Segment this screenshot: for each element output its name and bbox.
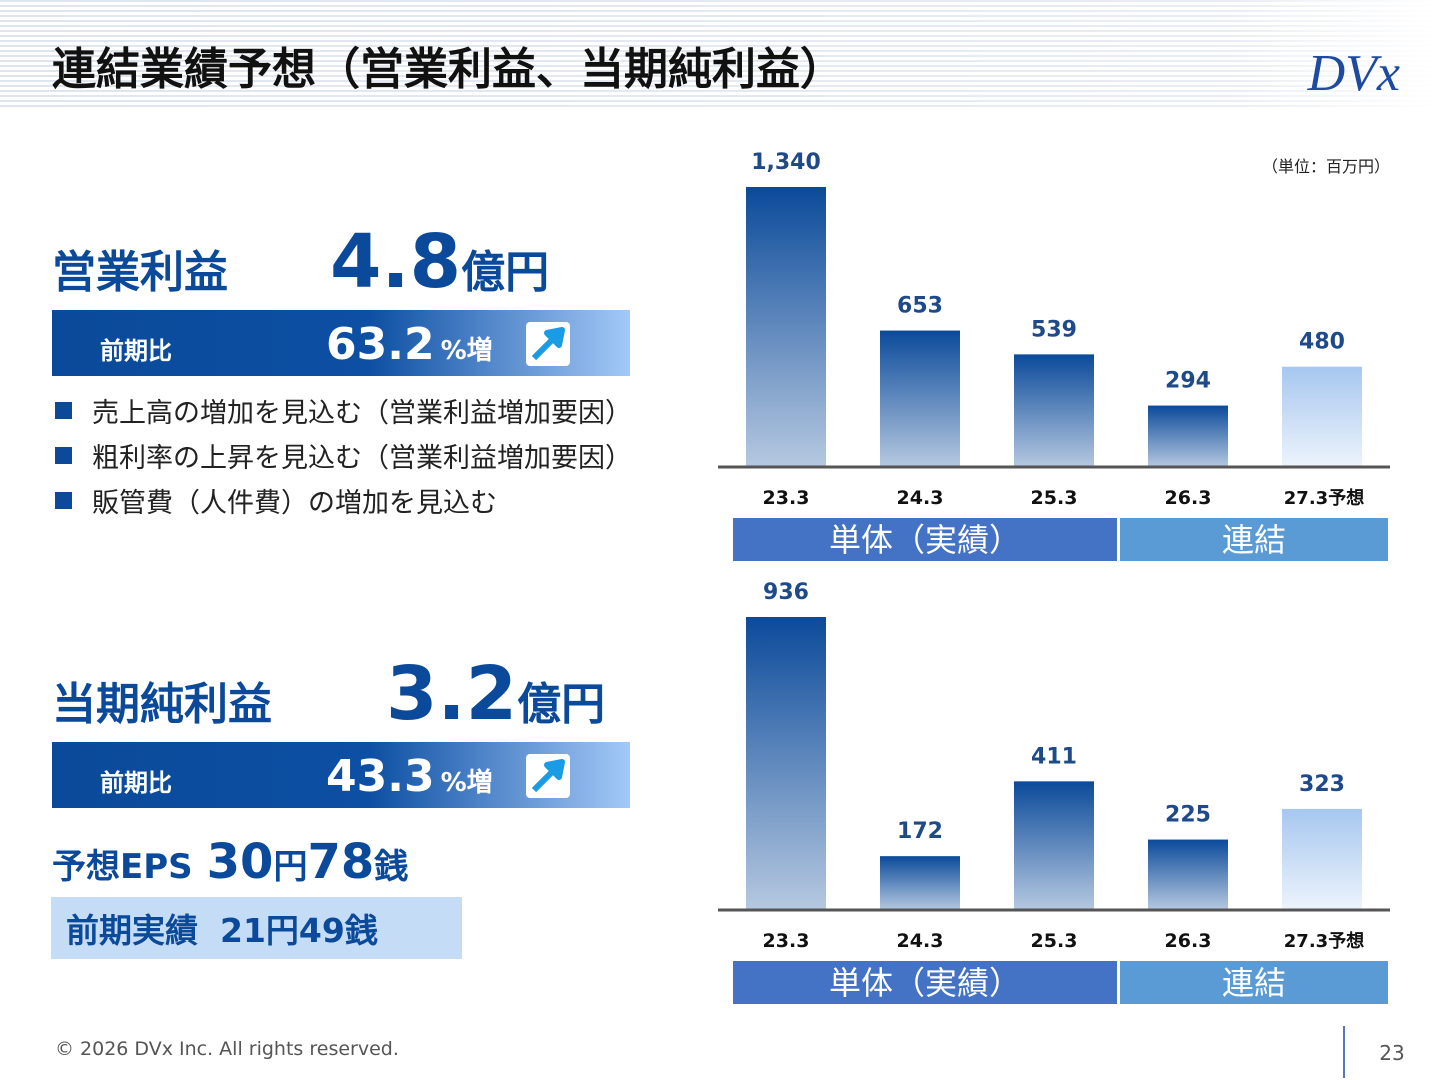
data-label: 480: [1299, 330, 1345, 355]
bar: [1014, 354, 1094, 467]
bar: [1282, 366, 1362, 467]
ni-headline: 当期純利益 3.2億円: [52, 651, 605, 737]
data-label: 936: [763, 580, 809, 605]
bullet-text: 売上高の増加を見込む（営業利益増加要因）: [92, 398, 632, 429]
bar: [880, 856, 960, 910]
data-label: 323: [1299, 772, 1345, 797]
bullet-list: 売上高の増加を見込む（営業利益増加要因） 粗利率の上昇を見込む（営業利益増加要因）…: [55, 398, 632, 519]
bar: [1148, 839, 1228, 910]
bullet-text: 販管費（人件費）の増加を見込む: [92, 488, 497, 519]
group-label: 単体（実績）: [829, 521, 1021, 559]
bullet-text: 粗利率の上昇を見込む（営業利益増加要因）: [92, 443, 632, 474]
page-number: 23: [1379, 1041, 1404, 1065]
up-arrow-icon: [526, 754, 570, 798]
bar: [746, 617, 826, 910]
group-band: [733, 518, 1117, 561]
data-label: 411: [1031, 744, 1077, 769]
x-tick-label: 24.3: [897, 487, 944, 509]
x-tick-label: 23.3: [763, 930, 810, 952]
x-tick-label: 25.3: [1031, 487, 1078, 509]
bar: [1148, 405, 1228, 467]
group-band: [1120, 961, 1388, 1004]
data-label: 1,340: [751, 150, 821, 175]
x-tick-label: 24.3: [897, 930, 944, 952]
bar: [746, 187, 826, 467]
x-tick-label: 26.3: [1165, 487, 1212, 509]
bar: [880, 330, 960, 467]
copyright: © 2026 DVx Inc. All rights reserved.: [55, 1038, 399, 1060]
prior-eps-box: [51, 897, 462, 959]
bullet-marker: [55, 402, 72, 419]
bar: [1014, 781, 1094, 910]
op-yoy: 前期比 63.2 %増: [100, 319, 493, 370]
logo: DVx: [1307, 45, 1400, 102]
charts: （単位：百万円） 1,340 23.3 653 24.3 539 25.3 294 26.3 48…: [718, 150, 1390, 1004]
eps-line: 予想EPS 30円78銭: [52, 834, 408, 890]
data-label: 172: [897, 819, 943, 844]
bullet-marker: [55, 447, 72, 464]
data-label: 294: [1165, 369, 1211, 394]
x-tick-label: 27.3予想: [1284, 930, 1364, 952]
data-label: 653: [897, 294, 943, 319]
group-label: 連結: [1222, 521, 1286, 559]
slide-title: 連結業績予想（営業利益、当期純利益）: [52, 44, 844, 95]
data-label: 225: [1165, 803, 1211, 828]
prior-eps: 前期実績 21円49銭: [66, 911, 378, 950]
x-tick-label: 27.3予想: [1284, 487, 1364, 509]
x-tick-label: 25.3: [1031, 930, 1078, 952]
data-label: 539: [1031, 317, 1077, 342]
bar: [1282, 808, 1362, 910]
group-label: 連結: [1222, 964, 1286, 1002]
op-headline: 営業利益 4.8億円: [52, 219, 549, 305]
ni-yoy: 前期比 43.3 %増: [100, 751, 493, 802]
bullet-marker: [55, 492, 72, 509]
x-tick-label: 23.3: [763, 487, 810, 509]
group-band: [733, 961, 1117, 1004]
unit-note: （単位：百万円）: [1262, 157, 1390, 176]
group-band: [1120, 518, 1388, 561]
up-arrow-icon: [526, 322, 570, 366]
header-fade: [0, 0, 1440, 110]
group-label: 単体（実績）: [829, 964, 1021, 1002]
x-tick-label: 26.3: [1165, 930, 1212, 952]
